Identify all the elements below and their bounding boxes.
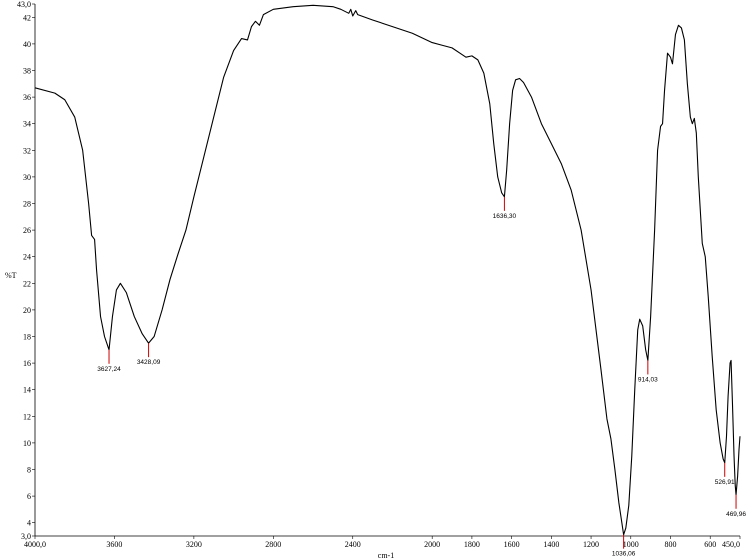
- y-tick-label: 20: [23, 306, 31, 315]
- spectrum-series: [34, 4, 741, 536]
- y-tick-label: 22: [23, 279, 31, 288]
- y-tick-label: 34: [23, 120, 31, 129]
- peak-label: 526,91: [715, 479, 735, 486]
- x-tick-label: 4000,0: [24, 540, 46, 549]
- x-tick-label: 3200: [186, 540, 202, 549]
- peak-label: 1036,06: [612, 551, 636, 558]
- peak-label: 3627,24: [97, 366, 121, 373]
- x-tick-label: 2800: [265, 540, 281, 549]
- x-tick-label: 3600: [106, 540, 122, 549]
- x-tick-label: 2400: [345, 540, 361, 549]
- y-tick-label: 38: [23, 67, 31, 76]
- y-tick-label: 26: [23, 226, 31, 235]
- spectrum-line: [34, 4, 741, 536]
- y-tick-label: 8: [27, 466, 31, 475]
- y-tick-label: 42: [23, 13, 31, 22]
- x-tick-label: 1600: [504, 540, 520, 549]
- y-tick-label: 24: [23, 253, 31, 262]
- peak-label: 3428,09: [137, 359, 161, 366]
- y-tick-label: 12: [23, 412, 31, 421]
- x-tick-label: 1400: [543, 540, 559, 549]
- y-tick-label: 30: [23, 173, 31, 182]
- x-tick-label: 2000: [424, 540, 440, 549]
- y-tick-label: 6: [27, 492, 31, 501]
- y-tick-label: 10: [23, 439, 31, 448]
- y-tick-label: 4: [27, 519, 31, 528]
- peak-label: 914,03: [638, 376, 658, 383]
- x-tick-label: 800: [664, 540, 676, 549]
- x-axis-ticks: 4000,0 3600 3200 2800 2400 2000 1800 1600 1400 12…: [24, 536, 741, 549]
- x-tick-label: 450,0: [722, 540, 740, 549]
- x-tick-label: 600: [704, 540, 716, 549]
- x-axis-label: cm-1: [378, 551, 394, 560]
- axes: [34, 4, 740, 537]
- x-tick-label: 1800: [464, 540, 480, 549]
- plot-area: [35, 4, 740, 536]
- y-tick-label: 3,0: [21, 532, 31, 541]
- y-tick-label: 36: [23, 93, 31, 102]
- y-tick-label: 40: [23, 40, 31, 49]
- y-tick-label: 16: [23, 359, 31, 368]
- y-tick-label: 14: [23, 386, 31, 395]
- peak-annotations: 3627,24 3428,09 1636,30 1036,06 914,03 526,91…: [97, 196, 746, 558]
- peak-label: 1636,30: [493, 213, 517, 220]
- y-tick-label: 43,0: [17, 0, 31, 9]
- x-tick-label: 1000: [623, 540, 639, 549]
- y-axis-label: %T: [5, 271, 17, 280]
- y-tick-label: 28: [23, 200, 31, 209]
- y-tick-label: 32: [23, 146, 31, 155]
- y-axis-ticks: 3,0 4 6 8 10 12 14 16 18 20 22 24 26 28 30 32 34 36 38 40 42…: [17, 0, 35, 541]
- x-tick-label: 1200: [583, 540, 599, 549]
- peak-label: 469,96: [726, 511, 746, 518]
- y-tick-label: 18: [23, 333, 31, 342]
